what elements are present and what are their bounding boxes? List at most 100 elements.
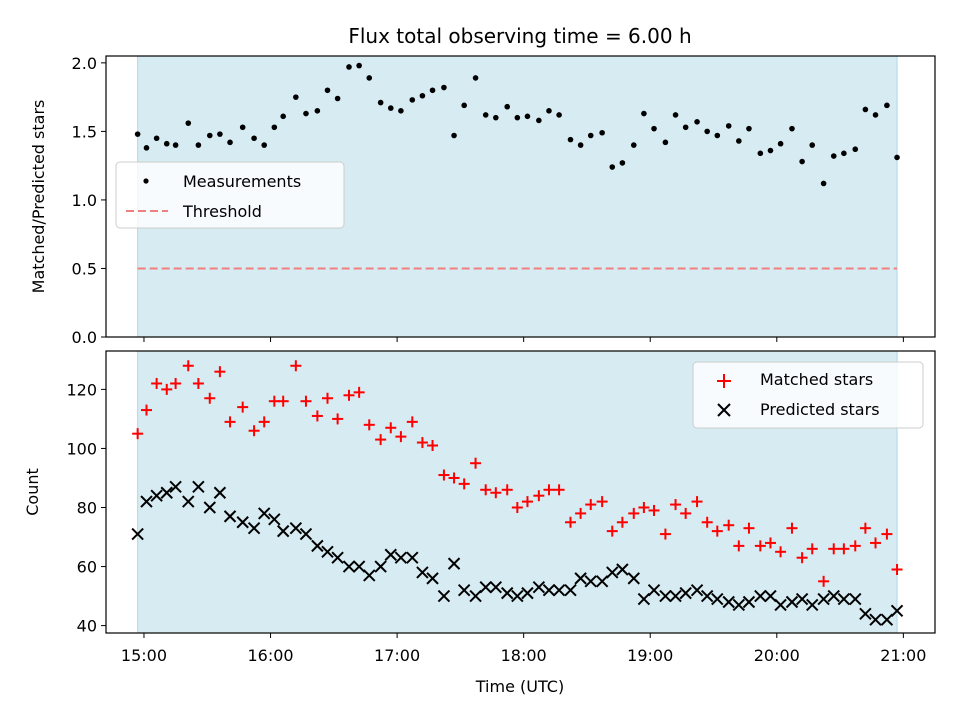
measurement-point <box>195 142 202 148</box>
predicted-star-point <box>627 572 640 585</box>
measurement-point <box>493 114 499 121</box>
matched-star-point <box>796 552 808 564</box>
predicted-star-point <box>859 607 872 621</box>
top-y-tick-label: 0.5 <box>72 259 97 278</box>
matched-star-point <box>300 395 312 407</box>
measurement-point <box>172 142 179 148</box>
predicted-star-point <box>849 592 862 606</box>
matched-star-point <box>214 366 226 378</box>
measurement-point <box>451 132 457 139</box>
measurement-point <box>704 128 710 135</box>
matched-star-point <box>480 484 492 496</box>
predicted-star-point <box>363 569 376 582</box>
top-y-tick-label: 2.0 <box>72 54 97 73</box>
bottom-y-tick-label: 80 <box>77 499 97 518</box>
predicted-star-point <box>203 501 216 514</box>
matched-star-point <box>553 484 565 496</box>
measurement-point <box>514 114 521 121</box>
measurement-point <box>217 131 223 137</box>
predicted-star-point <box>289 521 303 535</box>
predicted-star-point <box>489 581 503 594</box>
matched-star-point <box>648 504 660 516</box>
predicted-star-point <box>437 589 451 603</box>
predicted-star-point <box>501 586 514 600</box>
measurement-point <box>736 138 742 144</box>
matched-star-point <box>237 401 249 413</box>
predicted-star-point <box>659 589 672 603</box>
x-axis-label: Time (UTC) <box>475 677 564 696</box>
measurement-point <box>884 102 890 109</box>
matched-star-point <box>616 516 628 528</box>
measurement-point <box>419 92 426 99</box>
measurement-point <box>630 142 637 148</box>
predicted-star-point <box>647 583 661 597</box>
predicted-star-point <box>532 581 546 594</box>
matched-star-point <box>891 564 903 576</box>
measurement-point <box>820 180 827 187</box>
measurement-point <box>714 132 721 139</box>
predicted-star-point <box>521 586 534 600</box>
measurement-point <box>324 87 331 94</box>
legend-predicted-stars: Predicted stars <box>760 400 880 419</box>
top-x-ticks <box>143 337 904 342</box>
top-legend-box <box>115 161 345 229</box>
predicted-star-point <box>754 589 767 603</box>
measurement-point <box>536 117 542 124</box>
predicted-star-point <box>732 598 746 612</box>
matched-star-point <box>182 360 194 372</box>
matched-star-point <box>691 496 703 508</box>
measurement-point <box>651 125 657 132</box>
predicted-star-point <box>669 589 682 603</box>
predicted-star-point <box>447 557 461 570</box>
predicted-star-point <box>374 560 387 573</box>
predicted-star-point <box>837 592 851 606</box>
matched-star-point <box>680 507 692 519</box>
measurement-point <box>271 124 278 131</box>
matched-star-point <box>375 434 387 446</box>
measurement-point <box>809 142 816 148</box>
predicted-star-point <box>213 486 227 499</box>
measurement-point <box>387 105 394 111</box>
predicted-star-point <box>552 583 566 597</box>
matched-stars-points <box>132 360 903 587</box>
predicted-star-point <box>584 575 597 588</box>
measurements-legend-marker <box>143 178 149 184</box>
matched-star-point <box>733 540 745 552</box>
measurement-point <box>163 140 170 147</box>
measurement-point <box>767 147 774 154</box>
x-tick-label: 15:00 <box>121 646 167 665</box>
measurement-point <box>227 139 233 146</box>
measurement-point <box>153 135 160 142</box>
measurement-point <box>429 87 436 94</box>
predicted-star-point <box>276 524 290 538</box>
predicted-legend-marker <box>717 403 731 417</box>
bottom-legend-box <box>692 361 924 429</box>
measurement-point <box>239 124 246 131</box>
matched-star-point <box>521 496 533 508</box>
bottom-y-tick-label: 60 <box>77 558 97 577</box>
measurement-point <box>482 112 489 118</box>
predicted-star-point <box>299 527 313 541</box>
x-tick-label: 17:00 <box>374 646 420 665</box>
x-tick-label: 19:00 <box>627 646 673 665</box>
matched-star-point <box>743 522 755 534</box>
matched-star-point <box>395 431 407 443</box>
top-y-tick-label: 1.0 <box>72 191 97 210</box>
measurement-point <box>577 142 584 148</box>
predicted-star-point <box>785 595 799 609</box>
predicted-star-point <box>160 486 173 499</box>
matched-star-point <box>585 499 597 511</box>
measurement-point <box>682 124 689 131</box>
matched-star-point <box>416 437 428 449</box>
measurement-point <box>280 113 286 120</box>
predicted-star-point <box>880 613 894 626</box>
measurement-point <box>852 146 859 153</box>
measurement-point <box>672 112 679 118</box>
matched-star-point <box>659 528 671 540</box>
x-tick-label: 18:00 <box>501 646 547 665</box>
matched-star-point <box>723 519 735 531</box>
predicted-star-point <box>469 589 482 603</box>
matched-star-point <box>438 469 450 481</box>
matched-star-point <box>204 392 216 404</box>
matched-star-point <box>711 525 723 537</box>
